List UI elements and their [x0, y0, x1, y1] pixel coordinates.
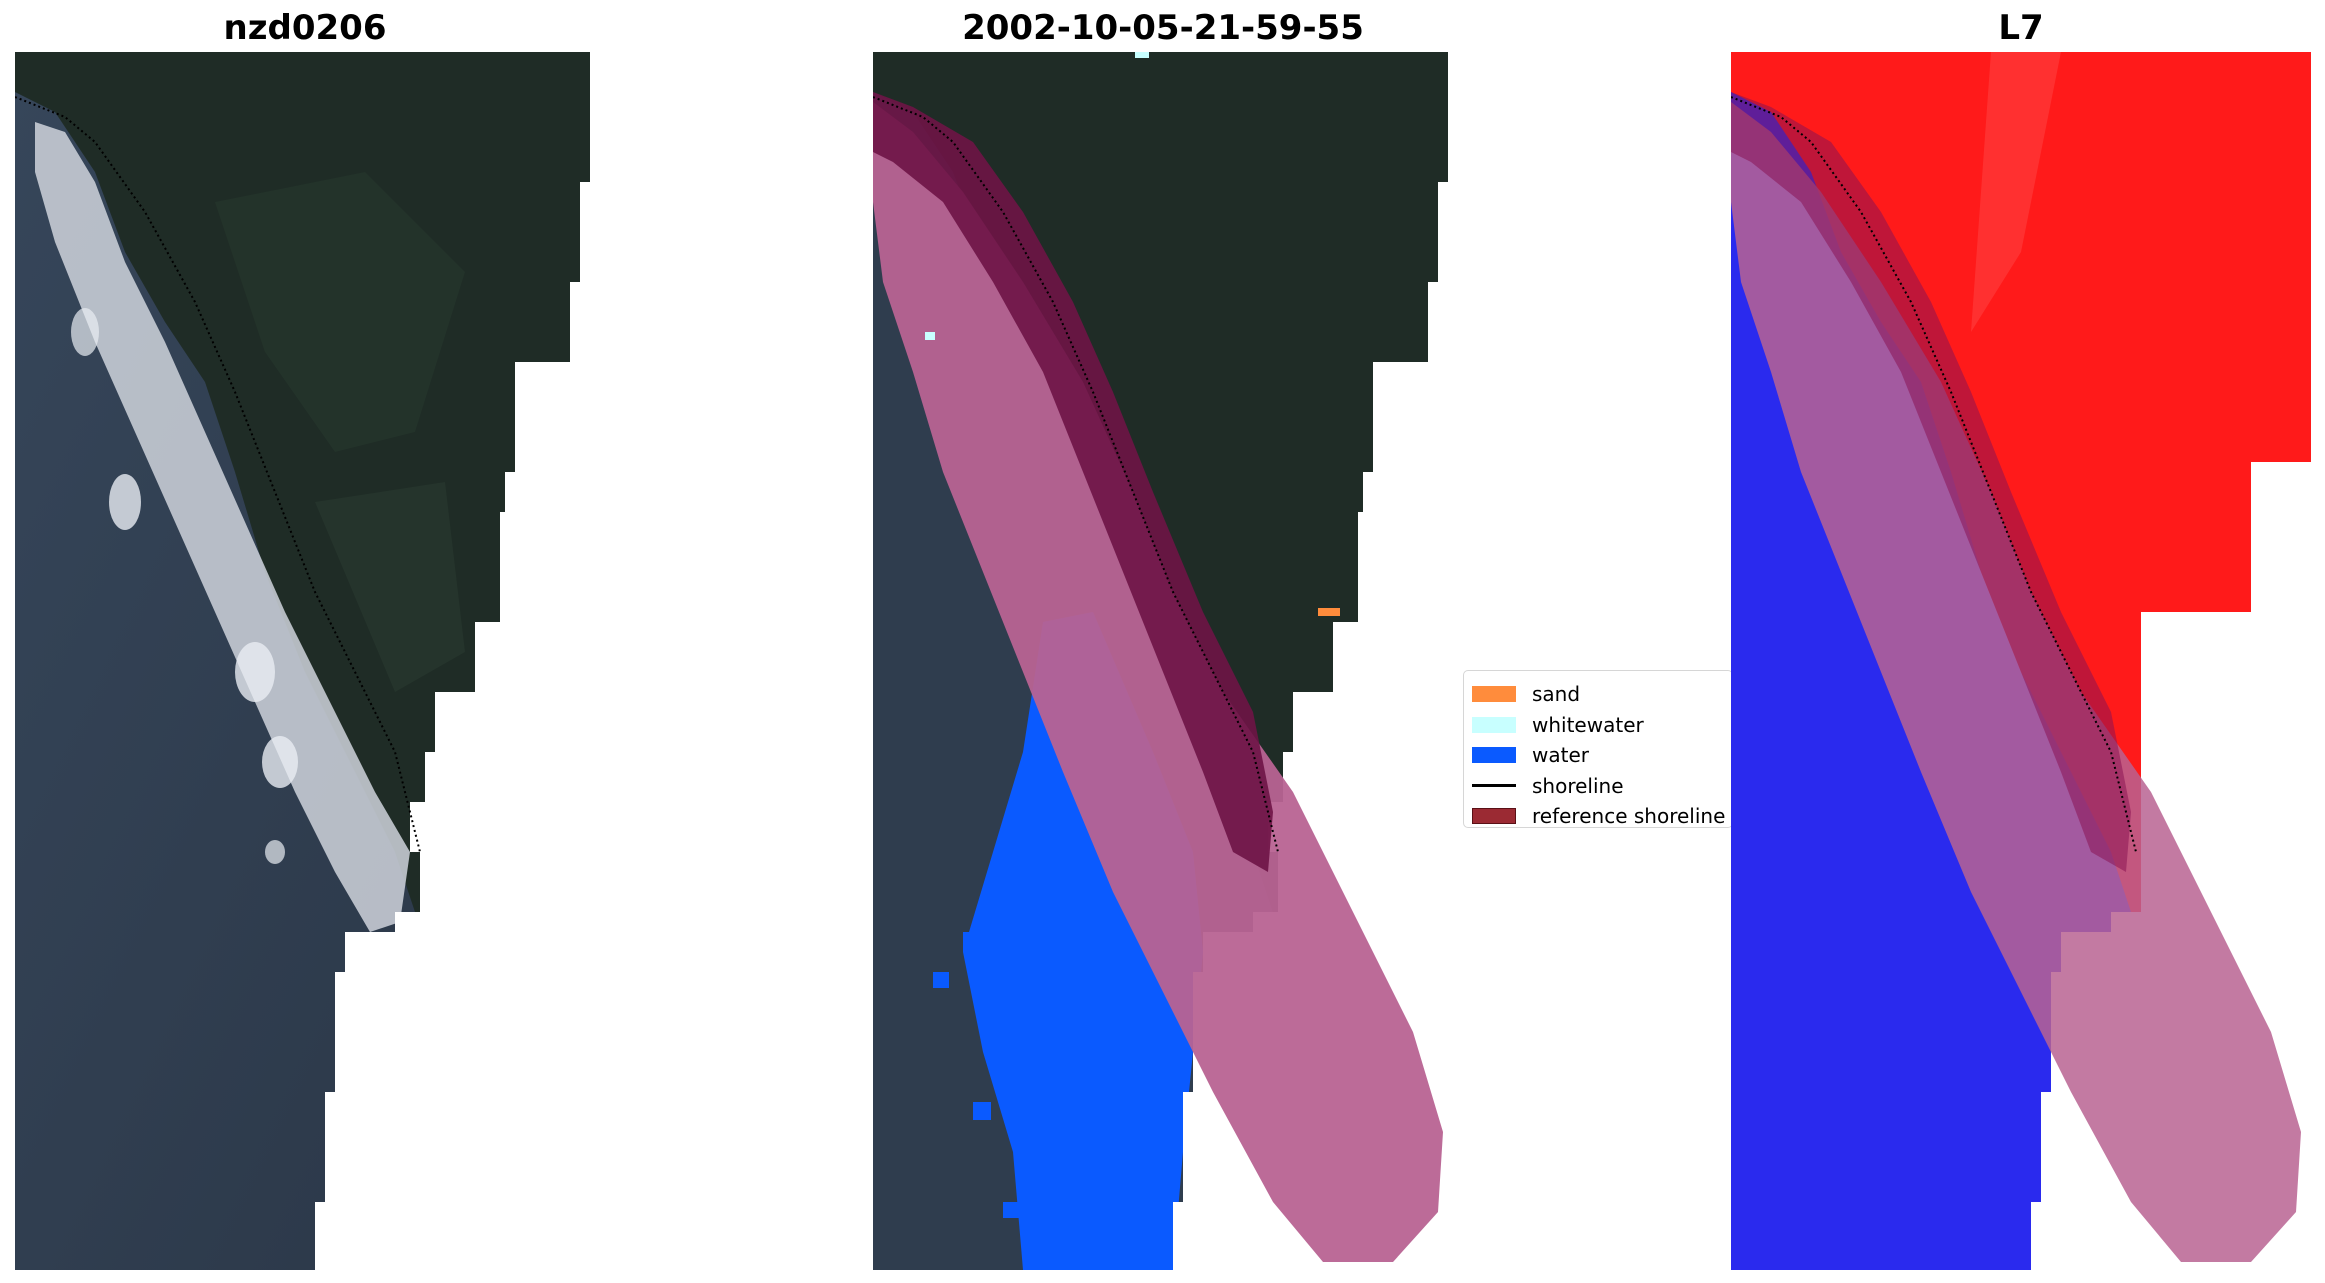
legend-item-reference-shoreline: reference shoreline: [1472, 801, 1732, 832]
legend-label: sand: [1532, 682, 1581, 707]
water-swatch: [1472, 747, 1516, 764]
legend-item-shoreline: shoreline: [1472, 771, 1732, 802]
panel-title-index: L7: [1998, 8, 2044, 48]
legend-label: water: [1532, 743, 1589, 768]
sand-swatch: [1472, 686, 1516, 703]
panel-title-classified: 2002-10-05-21-59-55: [962, 8, 1364, 48]
legend-item-sand: sand: [1472, 679, 1732, 710]
legend-label: shoreline: [1532, 773, 1624, 798]
legend-item-water: water: [1472, 740, 1732, 771]
whitewater-swatch: [1472, 716, 1516, 733]
legend-item-whitewater: whitewater: [1472, 710, 1732, 741]
legend-label: reference shoreline: [1532, 804, 1726, 829]
legend: sand whitewater water shoreline referenc…: [1463, 670, 1733, 828]
shoreline-swatch: [1472, 784, 1516, 788]
reference-shoreline-swatch: [1472, 808, 1516, 825]
rgb-satellite-image: [15, 52, 595, 1270]
index-image: [1731, 52, 2311, 1270]
panel-title-rgb: nzd0206: [223, 8, 387, 48]
classified-image: [873, 52, 1453, 1270]
legend-label: whitewater: [1532, 712, 1644, 737]
